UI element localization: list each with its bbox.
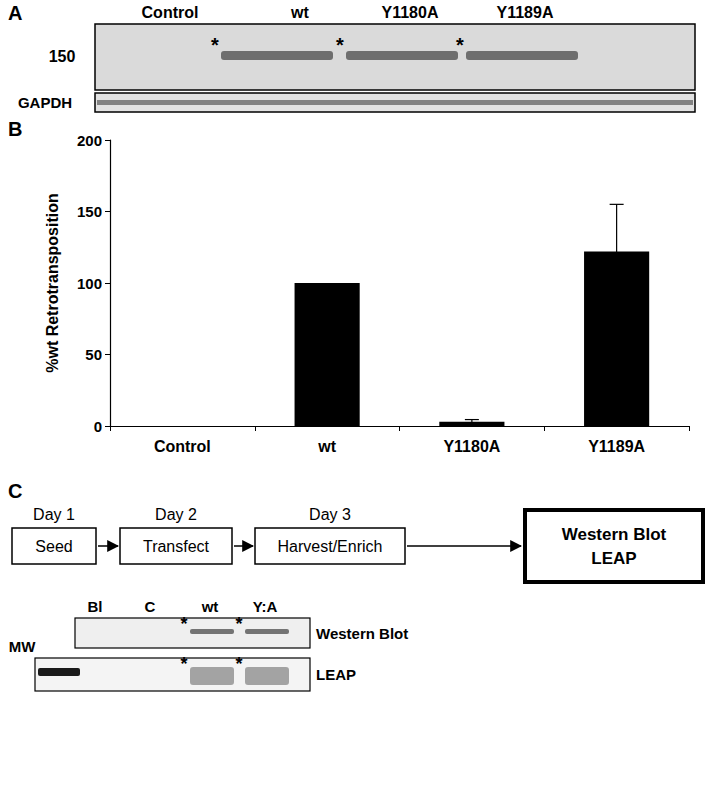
svg-text:*: * [235,614,242,634]
svg-text:200: 200 [77,132,102,149]
svg-text:50: 50 [85,346,102,363]
svg-text:Y:A: Y:A [253,598,278,615]
svg-text:0: 0 [94,418,102,435]
svg-text:*: * [180,654,187,674]
svg-text:wt: wt [290,4,309,21]
svg-text:Seed: Seed [35,538,72,555]
svg-text:%wt Retrotransposition: %wt Retrotransposition [44,193,61,373]
svg-text:LEAP: LEAP [591,549,636,568]
svg-text:C: C [8,480,22,502]
svg-text:Day 3: Day 3 [309,506,351,523]
svg-text:*: * [456,34,464,56]
svg-text:GAPDH: GAPDH [18,94,72,111]
svg-text:*: * [180,614,187,634]
svg-text:wt: wt [201,598,219,615]
svg-text:Day 1: Day 1 [33,506,75,523]
svg-text:Control: Control [154,438,211,455]
svg-text:LEAP: LEAP [316,666,356,683]
svg-text:Y1180A: Y1180A [382,4,439,21]
svg-text:Western Blot: Western Blot [562,525,667,544]
svg-text:100: 100 [77,275,102,292]
svg-text:wt: wt [317,438,336,455]
svg-text:C: C [145,598,156,615]
svg-text:Bl: Bl [88,598,103,615]
svg-text:Y1189A: Y1189A [497,4,554,21]
svg-text:*: * [235,654,242,674]
svg-text:Day 2: Day 2 [155,506,197,523]
svg-text:Y1189A: Y1189A [588,438,645,455]
svg-text:MW: MW [9,638,36,655]
svg-text:Harvest/Enrich: Harvest/Enrich [278,538,383,555]
svg-text:A: A [8,2,22,24]
svg-text:Y1180A: Y1180A [443,438,500,455]
svg-text:150: 150 [77,203,102,220]
svg-text:150: 150 [49,48,76,65]
html-text:B: B [8,118,23,140]
svg-text:Transfect: Transfect [143,538,210,555]
svg-text:*: * [336,34,344,56]
svg-text:Control: Control [142,4,199,21]
svg-text:*: * [211,34,219,56]
svg-text:Western Blot: Western Blot [316,625,408,642]
